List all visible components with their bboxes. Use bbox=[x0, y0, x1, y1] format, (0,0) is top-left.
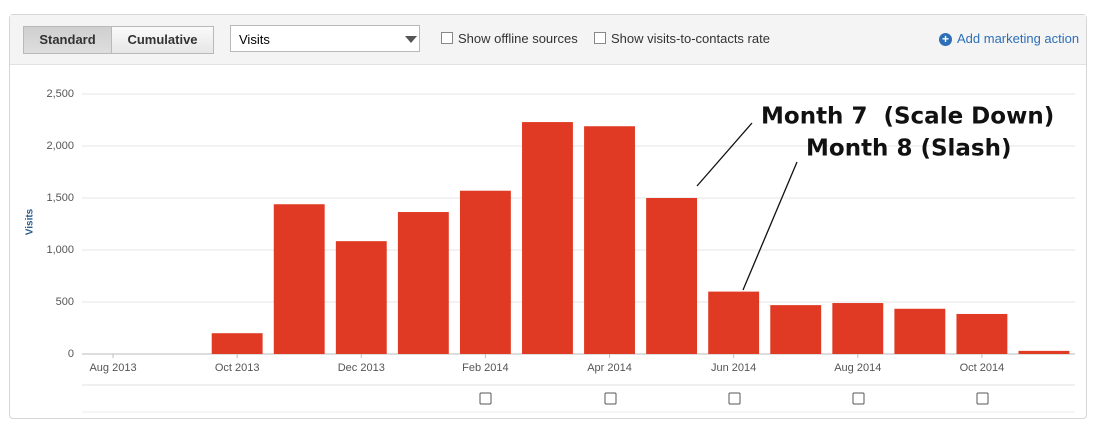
y-tick-label: 0 bbox=[68, 348, 74, 360]
y-axis-label: Visits bbox=[25, 208, 36, 235]
bar bbox=[708, 291, 760, 354]
bar bbox=[584, 126, 635, 355]
annotation: Month 8 (Slash) bbox=[806, 136, 1012, 162]
bar bbox=[335, 241, 387, 354]
bar bbox=[832, 303, 884, 354]
bar bbox=[646, 198, 698, 354]
annotation: Month 7 (Scale Down) bbox=[761, 104, 1054, 130]
cumulative-button[interactable]: Cumulative bbox=[111, 26, 214, 54]
plus-icon: + bbox=[939, 33, 952, 46]
y-tick-label: 2,500 bbox=[46, 88, 74, 100]
x-tick-label: Jun 2014 bbox=[711, 362, 756, 374]
bar bbox=[894, 308, 946, 354]
bar bbox=[459, 190, 511, 354]
x-tick-label: Oct 2014 bbox=[960, 362, 1005, 374]
offline-checkbox[interactable]: Show offline sources bbox=[441, 31, 578, 46]
toolbar: Standard Cumulative Visits Show offline … bbox=[10, 15, 1086, 65]
annotation-arrow bbox=[696, 122, 753, 187]
dropdown-arrow bbox=[405, 36, 417, 43]
bar bbox=[1018, 350, 1070, 354]
y-tick-label: 500 bbox=[56, 296, 74, 308]
event-icons bbox=[479, 392, 989, 405]
add-action-link[interactable]: + Add marketing action bbox=[939, 31, 1079, 46]
bar bbox=[397, 212, 449, 354]
select-value: Visits bbox=[239, 32, 270, 47]
chart-panel: Standard Cumulative Visits Show offline … bbox=[9, 14, 1087, 419]
y-tick-label: 1,500 bbox=[46, 192, 74, 204]
y-tick-label: 2,000 bbox=[46, 140, 74, 152]
x-tick-label: Apr 2014 bbox=[587, 362, 632, 374]
bar bbox=[522, 122, 573, 354]
rate-checkbox[interactable]: Show visits-to-contacts rate bbox=[594, 31, 770, 46]
x-tick-label: Oct 2013 bbox=[215, 362, 260, 374]
x-tick-label: Aug 2013 bbox=[89, 362, 136, 374]
bar bbox=[273, 204, 325, 354]
link-text: Add marketing action bbox=[957, 31, 1080, 46]
metric-select[interactable]: Visits bbox=[230, 25, 420, 52]
x-tick-label: Aug 2014 bbox=[834, 362, 881, 374]
checkbox-label: Show offline sources bbox=[458, 31, 578, 46]
bar bbox=[956, 313, 1008, 354]
x-tick-label: Feb 2014 bbox=[462, 362, 508, 374]
standard-button[interactable]: Standard bbox=[23, 26, 112, 54]
y-tick-label: 1,000 bbox=[46, 244, 74, 256]
checkbox-label: Show visits-to-contacts rate bbox=[611, 31, 770, 46]
bar bbox=[211, 333, 263, 354]
x-tick-label: Dec 2013 bbox=[338, 362, 385, 374]
annotation-arrow bbox=[742, 161, 798, 291]
bar bbox=[770, 305, 822, 354]
